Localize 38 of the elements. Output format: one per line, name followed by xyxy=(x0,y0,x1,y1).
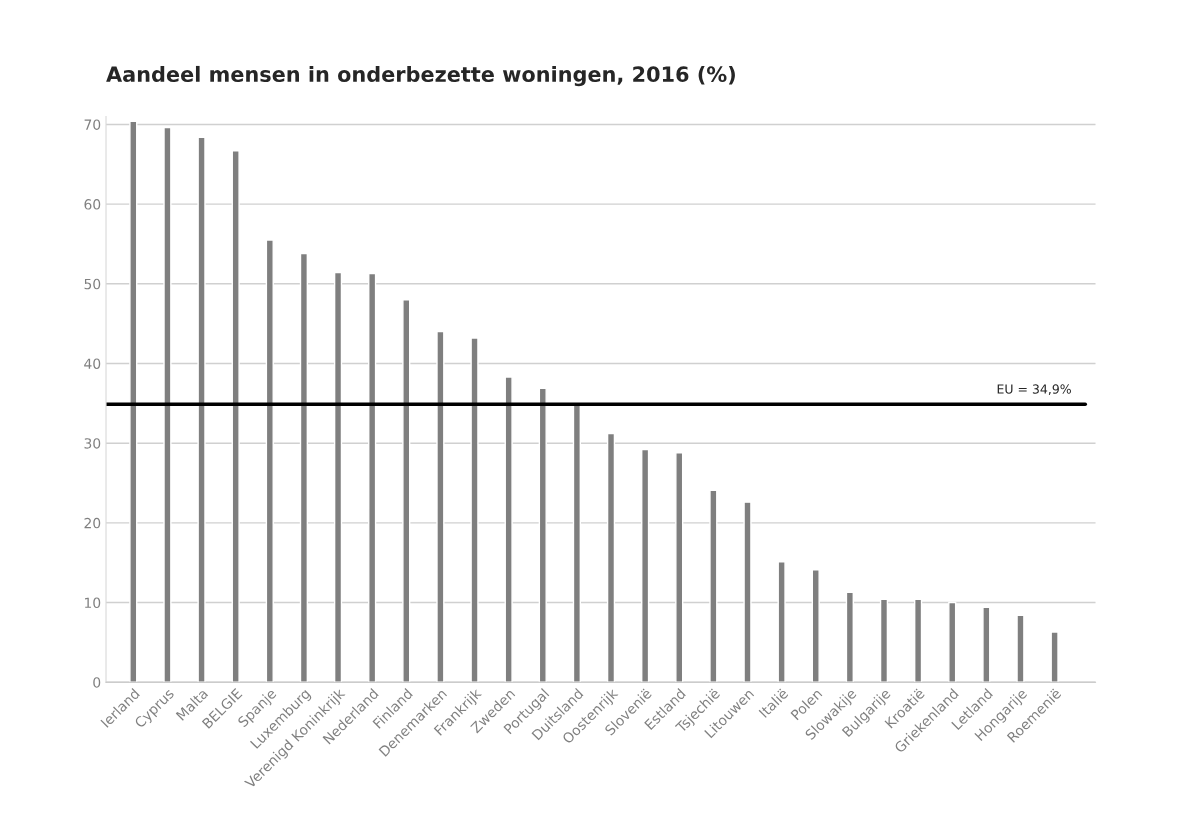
bar xyxy=(265,239,274,683)
bar xyxy=(1016,614,1025,683)
ref-line-label: EU = 34,9% xyxy=(997,384,1071,396)
y-tick-label: 50 xyxy=(84,278,101,290)
bar xyxy=(777,561,786,683)
bar xyxy=(675,452,684,683)
bar xyxy=(641,448,650,683)
bar xyxy=(1050,631,1059,683)
y-tick-label: 40 xyxy=(84,358,101,369)
bar xyxy=(709,489,718,683)
y-tick-label: 30 xyxy=(84,438,101,449)
bar xyxy=(436,330,445,683)
bar xyxy=(470,337,479,683)
bar xyxy=(504,376,513,683)
bar xyxy=(333,271,343,683)
bar xyxy=(129,120,138,683)
y-tick-label: 0 xyxy=(93,677,101,688)
bar xyxy=(299,252,309,683)
bar xyxy=(811,569,820,683)
bar xyxy=(743,501,752,683)
bar xyxy=(538,387,547,683)
bar xyxy=(606,432,616,683)
y-tick-label: 10 xyxy=(85,597,101,609)
bar xyxy=(163,126,172,683)
y-tick-label: 70 xyxy=(84,119,101,130)
y-tick-label: 20 xyxy=(84,517,101,529)
y-tick-label: 60 xyxy=(84,199,101,210)
bar xyxy=(197,136,206,683)
bar xyxy=(982,606,991,683)
bar xyxy=(572,403,582,683)
chart-title: Aandeel mensen in onderbezette woningen, 2016 (%) xyxy=(106,65,735,87)
bar xyxy=(879,598,889,683)
bar xyxy=(402,299,411,683)
bar xyxy=(948,601,957,683)
bar xyxy=(845,591,854,683)
bar xyxy=(914,598,923,683)
bar xyxy=(368,272,377,683)
bar xyxy=(231,150,240,683)
